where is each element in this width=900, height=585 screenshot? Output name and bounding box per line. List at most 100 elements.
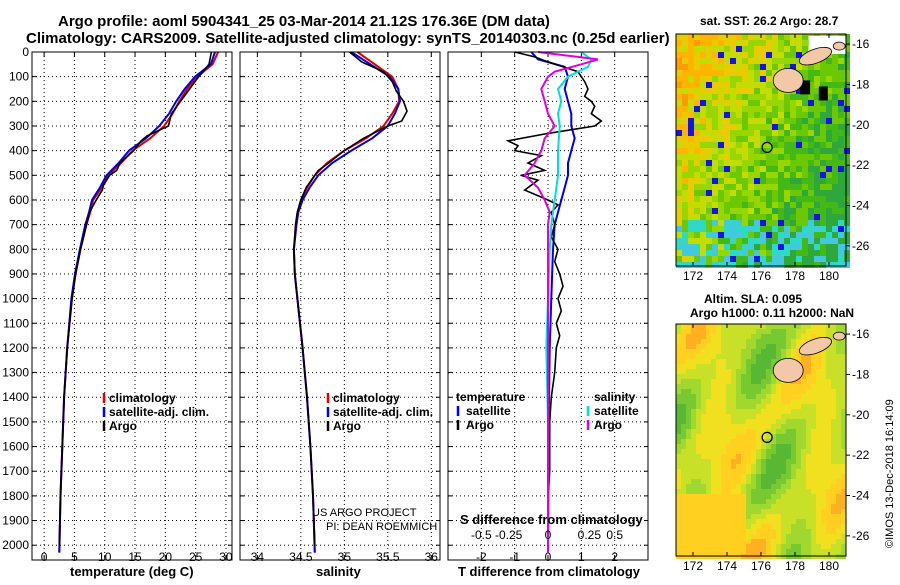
sla-cell — [826, 469, 831, 474]
sst-cell — [766, 88, 772, 94]
sla-cell — [701, 329, 706, 334]
sla-cell — [706, 479, 711, 484]
sla-cell — [811, 449, 816, 454]
sla-cell — [836, 384, 841, 389]
sla-cell — [726, 344, 731, 349]
sst-cell — [772, 112, 778, 118]
sla-cell — [811, 519, 816, 524]
sla-cell — [796, 399, 801, 404]
sla-cell — [826, 364, 831, 369]
sla-cell — [766, 379, 771, 384]
sst-cell — [790, 118, 796, 124]
sst-cell — [838, 124, 844, 130]
sla-cell — [701, 374, 706, 379]
sst-cell — [700, 106, 706, 112]
sla-cell — [766, 434, 771, 439]
sst-cell — [778, 154, 784, 160]
sst-cell — [700, 184, 706, 190]
depth-tick-label: 1600 — [2, 440, 29, 454]
sla-cell — [756, 409, 761, 414]
sla-cell — [781, 439, 786, 444]
sla-cell — [811, 454, 816, 459]
sla-cell — [816, 549, 821, 554]
sst-cell — [724, 196, 730, 202]
sla-cell — [796, 489, 801, 494]
sst-cell — [802, 142, 808, 148]
sst-cell — [766, 214, 772, 220]
sla-cell — [831, 359, 836, 364]
sla-cell — [821, 429, 826, 434]
sla-cell — [711, 454, 716, 459]
sla-cell — [821, 364, 826, 369]
sla-cell — [701, 524, 706, 529]
sst-cell — [718, 94, 724, 100]
sla-cell — [736, 469, 741, 474]
sla-cell — [746, 334, 751, 339]
sst-cell — [748, 148, 754, 154]
sla-cell — [681, 339, 686, 344]
sla-cell — [816, 424, 821, 429]
sst-cell — [844, 58, 850, 64]
sst-cell — [718, 196, 724, 202]
sst-cell — [688, 244, 694, 250]
sla-cell — [841, 434, 846, 439]
sla-cell — [731, 529, 736, 534]
sla-cell — [746, 339, 751, 344]
salinity-tick-label: -0.5 — [471, 528, 492, 542]
sla-cell — [746, 484, 751, 489]
sla-cell — [681, 484, 686, 489]
sla-cell — [746, 419, 751, 424]
sst-cell — [688, 64, 694, 70]
sla-cell — [821, 549, 826, 554]
sla-cell — [826, 474, 831, 479]
sla-cell — [716, 414, 721, 419]
sst-cell — [676, 232, 682, 238]
sla-cell — [716, 549, 721, 554]
sst-cell — [700, 100, 706, 106]
sst-cell — [802, 136, 808, 142]
sst-cell — [706, 250, 712, 256]
sla-cell — [741, 459, 746, 464]
sla-cell — [741, 509, 746, 514]
sst-cell — [820, 64, 826, 70]
x-axis-label: temperature (deg C) — [70, 564, 194, 579]
sla-cell — [691, 424, 696, 429]
sla-cell — [841, 339, 846, 344]
sst-cell — [832, 88, 838, 94]
sla-cell — [841, 514, 846, 519]
sst-cell — [838, 118, 844, 124]
sst-cell — [730, 166, 736, 172]
sst-cell — [784, 112, 790, 118]
sla-cell — [691, 354, 696, 359]
sla-cell — [721, 334, 726, 339]
sla-cell — [721, 419, 726, 424]
sla-cell — [841, 544, 846, 549]
sla-cell — [801, 429, 806, 434]
sla-cell — [721, 494, 726, 499]
legend-header-temperature: temperature — [456, 390, 526, 404]
sla-cell — [756, 509, 761, 514]
sla-cell — [821, 489, 826, 494]
sla-cell — [686, 404, 691, 409]
sla-cell — [826, 459, 831, 464]
sla-cell — [836, 484, 841, 489]
sst-cell — [724, 64, 730, 70]
sla-cell — [686, 529, 691, 534]
sla-cell — [776, 424, 781, 429]
sst-cell — [766, 112, 772, 118]
sla-cell — [691, 484, 696, 489]
sla-cell — [736, 344, 741, 349]
sla-cell — [761, 354, 766, 359]
sla-cell — [681, 389, 686, 394]
sst-cell — [826, 166, 832, 172]
sla-cell — [836, 494, 841, 499]
sla-cell — [721, 439, 726, 444]
sst-cell — [748, 82, 754, 88]
sla-cell — [736, 479, 741, 484]
sst-cell — [784, 214, 790, 220]
sst-cell — [736, 46, 742, 52]
sst-cell — [808, 232, 814, 238]
sla-cell — [831, 539, 836, 544]
plot-frame — [239, 51, 441, 561]
sla-cell — [736, 379, 741, 384]
